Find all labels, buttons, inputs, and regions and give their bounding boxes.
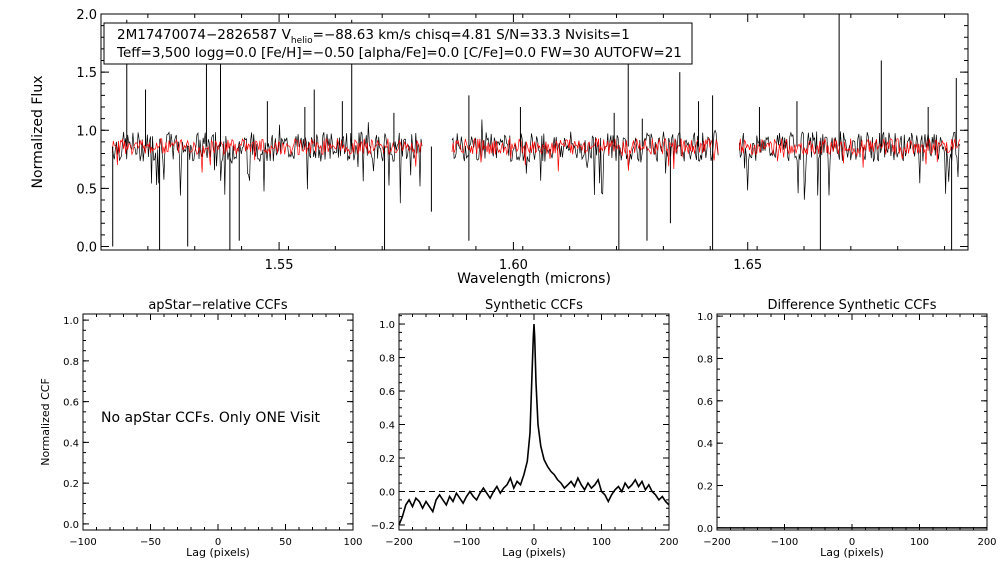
spectrum-panel: 1.55 1.60 1.65 0.0 0.5 1.0 1.5 2.0 Wavelength (… [30,8,969,287]
x-tick-label: −100 [453,537,480,548]
synthetic-ccf-panel: −200 −100 0 100 200 −0.2 0.0 0.2 0.4 0.6 0.8 1.0 Sy… [371,298,679,559]
synthetic-xlabel: Lag (pixels) [502,546,566,559]
x-tick-label: 0 [849,537,855,548]
y-tick-label: 0.0 [76,241,97,256]
spectrum-ticks: 1.55 1.60 1.65 0.0 0.5 1.0 1.5 2.0 [76,8,968,273]
difference-ticks: −200 −100 0 100 200 0.0 0.2 0.4 0.6 0.8 1.0 [697,312,996,548]
x-tick-label: −50 [140,537,161,548]
synthetic-frame [398,313,670,531]
y-tick-label: 1.0 [63,316,79,327]
y-tick-label: 0.2 [63,479,79,490]
synthetic-spectrum-line [111,137,423,173]
apstar-ylabel: Normalized CCF [39,378,52,466]
x-tick-label: 0 [531,537,537,548]
y-tick-label: 0.8 [697,354,713,365]
apstar-ccf-panel: −100 −50 0 50 100 0.0 0.2 0.4 0.6 0.8 1.0 apStar−r… [39,298,363,559]
info-line-1: 2M17470074−2826587 Vhelio=−88.63 km/s ch… [117,27,630,46]
y-tick-label: 0.6 [63,398,79,409]
spectrum-frame [100,13,969,251]
y-tick-label: 1.0 [697,312,713,323]
apstar-ticks: −100 −50 0 50 100 0.0 0.2 0.4 0.6 0.8 1.0 [63,314,363,548]
difference-xlabel: Lag (pixels) [820,546,884,559]
y-tick-label: 0.2 [697,482,713,493]
info-line-1-b: =−88.63 km/s chisq=4.81 S/N=33.3 Nvisits… [313,27,630,43]
observed-spectrum-line [738,131,961,200]
x-tick-label: 200 [977,537,996,548]
observed-spectrum-line [451,119,719,196]
info-line-1-a: 2M17470074−2826587 V [117,27,292,43]
y-tick-label: 0.4 [697,439,713,450]
y-tick-label: 1.0 [76,124,97,139]
y-tick-label: 0.0 [379,487,395,498]
x-tick-label: 100 [910,537,929,548]
difference-title: Difference Synthetic CCFs [767,298,936,313]
difference-ccf-panel: −200 −100 0 100 200 0.0 0.2 0.4 0.6 0.8 1.0 Differ… [697,298,996,559]
ccf-line [398,323,670,526]
info-line-2: Teff=3,500 logg=0.0 [Fe/H]=−0.50 [alpha/… [116,45,682,61]
spectrum-xlabel: Wavelength (microns) [457,271,611,287]
x-tick-label: −200 [703,537,730,548]
x-tick-label: 50 [279,537,292,548]
y-tick-label: 2.0 [76,8,97,23]
y-tick-label: 0.5 [76,182,97,197]
y-tick-label: 0.6 [379,387,395,398]
y-tick-label: 0.4 [379,421,395,432]
apstar-title: apStar−relative CCFs [148,298,288,313]
y-tick-label: 1.5 [76,66,97,81]
x-tick-label: 1.55 [265,258,294,273]
synthetic-title: Synthetic CCFs [485,298,583,313]
observed-spectrum-line [111,122,423,204]
x-tick-label: 1.65 [733,258,762,273]
synthetic-ticks: −200 −100 0 100 200 −0.2 0.0 0.2 0.4 0.6 0.8 1.0 [371,314,679,548]
synthetic-spectrum-line [451,137,719,172]
x-tick-label: −100 [771,537,798,548]
apstar-annotation: No apStar CCFs. Only ONE Visit [101,410,321,426]
y-tick-label: 0.0 [697,524,713,535]
synthetic-plot-area [398,323,670,526]
x-tick-label: −200 [385,537,412,548]
x-tick-label: 100 [343,537,362,548]
difference-frame [716,313,988,531]
y-tick-label: 0.2 [379,454,395,465]
y-tick-label: 0.8 [63,357,79,368]
y-tick-label: 0.0 [63,520,79,531]
spectrum-ylabel: Normalized Flux [30,76,46,189]
y-tick-label: −0.2 [371,521,395,532]
apstar-xlabel: Lag (pixels) [186,546,250,559]
y-tick-label: 0.6 [697,397,713,408]
x-tick-label: 1.60 [499,258,528,273]
x-tick-label: 200 [659,537,678,548]
y-tick-label: 0.4 [63,438,79,449]
info-subscript: helio [291,36,313,46]
synthetic-spectrum-line [738,138,961,168]
info-box: 2M17470074−2826587 Vhelio=−88.63 km/s ch… [103,22,693,65]
y-tick-label: 0.8 [379,354,395,365]
spectrum-plot-area [111,14,961,250]
y-tick-label: 1.0 [379,320,395,331]
x-tick-label: 0 [215,537,221,548]
x-tick-label: −100 [69,537,96,548]
x-tick-label: 100 [592,537,611,548]
